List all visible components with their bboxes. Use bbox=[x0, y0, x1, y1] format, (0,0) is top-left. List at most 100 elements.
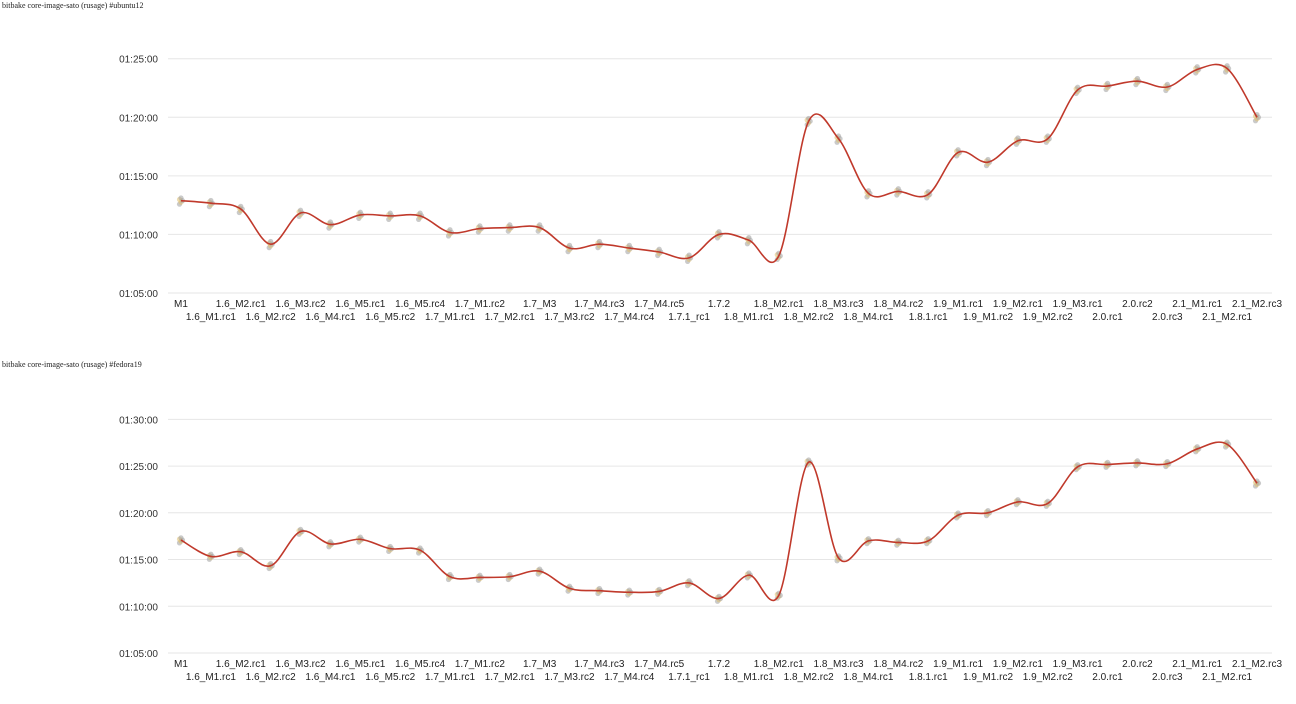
chart-ubuntu12: bitbake core-image-sato (rusage) #ubuntu… bbox=[0, 0, 1296, 345]
x-tick-label: 2.1_M1.rc1 bbox=[1172, 299, 1222, 310]
x-tick-label: 1.6_M1.rc1 bbox=[186, 312, 236, 323]
scatter-point bbox=[746, 234, 752, 241]
y-tick-label: 01:05:00 bbox=[119, 289, 158, 300]
x-tick-label: 1.8_M3.rc3 bbox=[814, 659, 864, 670]
scatter-point bbox=[447, 227, 453, 233]
chart-svg: 01:05:00 01:10:00 01:15:00 01:20:00 01:25:00… bbox=[119, 415, 1282, 683]
x-tick-label: 1.9_M3.rc1 bbox=[1053, 659, 1103, 670]
x-tick-label: 1.7_M1.rc1 bbox=[425, 312, 475, 323]
x-tick-label: 1.7.1_rc1 bbox=[668, 672, 710, 683]
x-tick-label: 1.6_M4.rc1 bbox=[305, 672, 355, 683]
y-tick-label: 01:15:00 bbox=[119, 556, 158, 567]
x-tick-label: 1.9_M1.rc2 bbox=[963, 312, 1013, 323]
x-tick-label: 2.0.rc3 bbox=[1152, 672, 1183, 683]
x-tick-label: 1.8.1.rc1 bbox=[909, 672, 948, 683]
x-tick-label: 1.9_M1.rc1 bbox=[933, 299, 983, 310]
y-tick-label: 01:15:00 bbox=[119, 172, 158, 183]
x-tick-label: 1.6_M5.rc2 bbox=[365, 312, 415, 323]
x-tick-label: 1.6_M2.rc1 bbox=[216, 299, 266, 310]
scatter-point bbox=[327, 219, 334, 225]
scatter-point bbox=[477, 223, 483, 229]
y-tick-label: 01:10:00 bbox=[119, 230, 158, 241]
scatter-point bbox=[178, 535, 184, 541]
x-tick-label: 1.7_M2.rc1 bbox=[485, 312, 535, 323]
scatter-point bbox=[268, 238, 274, 245]
x-tick-label: 1.7_M4.rc4 bbox=[604, 672, 654, 683]
x-tick-label: 1.6_M5.rc2 bbox=[365, 672, 415, 683]
x-tick-label: 1.9_M2.rc2 bbox=[1023, 672, 1073, 683]
x-tick-label: 1.9_M3.rc1 bbox=[1053, 299, 1103, 310]
x-tick-label: 1.6_M4.rc1 bbox=[305, 312, 355, 323]
y-tick-label: 01:25:00 bbox=[119, 462, 158, 473]
x-tick-label: 1.8_M2.rc1 bbox=[754, 299, 804, 310]
x-tick-label: 1.8_M2.rc2 bbox=[784, 312, 834, 323]
x-tick-label: 1.8_M2.rc1 bbox=[754, 659, 804, 670]
x-tick-label: 2.0.rc3 bbox=[1152, 312, 1183, 323]
scatter-point bbox=[477, 572, 483, 578]
series-line bbox=[180, 63, 1258, 264]
x-tick-label: 1.7_M4.rc3 bbox=[574, 299, 624, 310]
scatter-point bbox=[626, 242, 632, 248]
x-tick-label: 1.8_M3.rc3 bbox=[814, 299, 864, 310]
x-tick-label: 1.6_M3.rc2 bbox=[276, 659, 326, 670]
x-tick-label: 1.7_M4.rc3 bbox=[574, 659, 624, 670]
scatter-point bbox=[895, 537, 901, 543]
x-tick-label: 2.0.rc1 bbox=[1092, 672, 1123, 683]
x-tick-label: 1.6_M2.rc2 bbox=[246, 312, 296, 323]
scatter-point bbox=[985, 156, 991, 163]
x-tick-label: 1.7_M1.rc2 bbox=[455, 659, 505, 670]
x-tick-label: 1.8.1.rc1 bbox=[909, 312, 948, 323]
scatter-point bbox=[626, 587, 632, 593]
x-tick-label: 1.8_M4.rc1 bbox=[843, 672, 893, 683]
scatter-point bbox=[596, 238, 603, 245]
scatter-point bbox=[387, 210, 393, 216]
y-tick-label: 01:25:00 bbox=[119, 55, 158, 66]
scatter-point bbox=[1164, 81, 1170, 87]
series-line bbox=[180, 441, 1258, 602]
x-tick-label: 2.1_M2.rc1 bbox=[1202, 672, 1252, 683]
x-tick-label: 1.6_M3.rc2 bbox=[276, 299, 326, 310]
scatter-point bbox=[716, 229, 722, 235]
x-tick-label: 1.7_M2.rc1 bbox=[485, 672, 535, 683]
scatter-point bbox=[596, 585, 603, 592]
x-tick-label: 2.0.rc2 bbox=[1122, 299, 1153, 310]
x-tick-label: M1 bbox=[174, 299, 188, 310]
y-tick-label: 01:05:00 bbox=[119, 649, 158, 660]
x-tick-label: 1.7.2 bbox=[708, 659, 731, 670]
x-tick-label: 2.0.rc1 bbox=[1092, 312, 1123, 323]
y-tick-label: 01:10:00 bbox=[119, 602, 158, 613]
scatter-point bbox=[178, 195, 184, 201]
scatter-point bbox=[357, 534, 363, 540]
x-tick-label: 1.9_M2.rc1 bbox=[993, 299, 1043, 310]
scatter-point bbox=[566, 242, 573, 248]
x-tick-label: 1.7_M3 bbox=[523, 659, 557, 670]
scatter-point bbox=[1134, 75, 1141, 82]
x-tick-label: 2.1_M2.rc3 bbox=[1232, 659, 1282, 670]
x-tick-label: 1.6_M2.rc1 bbox=[216, 659, 266, 670]
scatter-point bbox=[357, 209, 363, 215]
x-tick-label: 1.6_M5.rc4 bbox=[395, 659, 445, 670]
chart-title: bitbake core-image-sato (rusage) #ubuntu… bbox=[2, 1, 144, 10]
x-tick-label: 2.1_M2.rc3 bbox=[1232, 299, 1282, 310]
scatter-point bbox=[955, 147, 961, 153]
x-tick-label: 2.1_M2.rc1 bbox=[1202, 312, 1252, 323]
chart-svg: 01:05:00 01:10:00 01:15:00 01:20:00 01:25:00… bbox=[119, 55, 1282, 323]
x-tick-label: 2.1_M1.rc1 bbox=[1172, 659, 1222, 670]
x-tick-label: 1.8_M1.rc1 bbox=[724, 672, 774, 683]
chart-title: bitbake core-image-sato (rusage) #fedora… bbox=[2, 360, 142, 369]
x-tick-label: 1.7_M1.rc2 bbox=[455, 299, 505, 310]
x-tick-label: 1.7_M3.rc2 bbox=[545, 312, 595, 323]
x-tick-label: 1.9_M1.rc1 bbox=[933, 659, 983, 670]
scatter-point bbox=[1194, 64, 1200, 70]
x-tick-label: 1.6_M5.rc1 bbox=[335, 659, 385, 670]
x-tick-label: 1.7_M4.rc5 bbox=[634, 299, 684, 310]
chart-fedora19: bitbake core-image-sato (rusage) #fedora… bbox=[0, 345, 1296, 694]
x-tick-label: 1.6_M1.rc1 bbox=[186, 672, 236, 683]
x-tick-label: 1.8_M2.rc2 bbox=[784, 672, 834, 683]
x-tick-label: 1.8_M4.rc2 bbox=[873, 659, 923, 670]
x-tick-label: M1 bbox=[174, 659, 188, 670]
x-tick-label: 1.8_M1.rc1 bbox=[724, 312, 774, 323]
x-tick-label: 1.7.1_rc1 bbox=[668, 312, 710, 323]
x-tick-label: 1.7_M4.rc4 bbox=[604, 312, 654, 323]
x-tick-label: 1.9_M2.rc1 bbox=[993, 659, 1043, 670]
